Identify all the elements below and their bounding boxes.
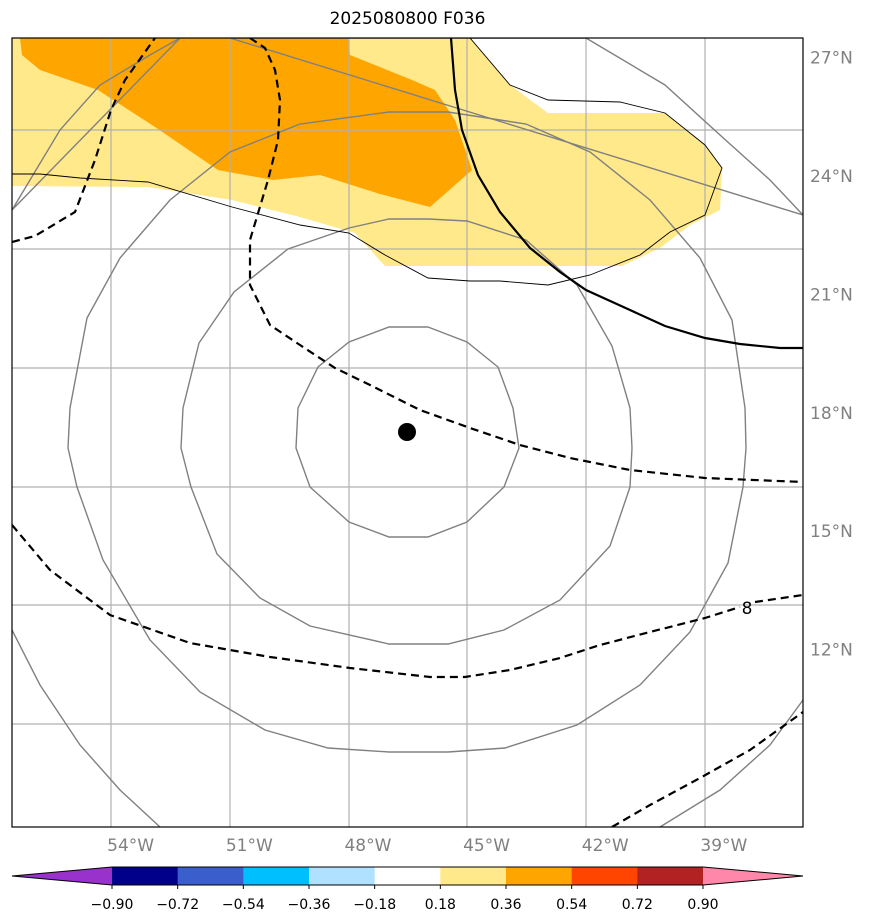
dashed-contour-southeast <box>611 711 803 827</box>
range-ring-4-south <box>12 629 161 827</box>
range-ring-4 <box>229 38 803 216</box>
longitude-tick-label: 51°W <box>226 836 273 856</box>
colorbar-label: −0.90 <box>91 897 134 913</box>
dashed-contours <box>12 38 803 827</box>
colorbar-segment <box>177 867 244 885</box>
colorbar-label: −0.18 <box>353 897 396 913</box>
colorbar-segment <box>440 867 507 885</box>
dashed-contour-loop <box>248 38 803 484</box>
colorbar-label: 0.18 <box>425 897 456 913</box>
colorbar-segment <box>637 867 704 885</box>
storm-center-marker <box>398 423 416 441</box>
range-ring-4-west <box>12 38 181 211</box>
graticule <box>12 38 803 827</box>
colorbar-segment <box>243 867 310 885</box>
colorbar-extend-high <box>703 867 803 885</box>
range-ring-4-southeast <box>659 699 803 827</box>
shading-dark-region <box>20 38 472 207</box>
map-frame <box>11 37 804 828</box>
colorbar-label: −0.54 <box>222 897 265 913</box>
boundary-line <box>12 38 723 286</box>
latitude-tick-label: 12°N <box>810 640 853 660</box>
colorbar-label: −0.72 <box>156 897 199 913</box>
solid-contour <box>449 38 803 350</box>
colorbar-segment <box>374 867 441 885</box>
colorbar-label: −0.36 <box>288 897 331 913</box>
latitude-tick-label: 15°N <box>810 522 853 542</box>
latitude-labels: 12°N 15°N 18°N 21°N 24°N 27°N <box>810 49 853 661</box>
longitude-tick-label: 45°W <box>463 836 510 856</box>
colorbar-label: 0.36 <box>490 897 521 913</box>
colorbar-segment <box>506 867 573 885</box>
colorbar-segment <box>309 867 376 885</box>
map-plot-area <box>12 38 803 827</box>
contour-label: 8 <box>742 599 753 619</box>
longitude-tick-label: 42°W <box>582 836 629 856</box>
latitude-tick-label: 24°N <box>810 167 853 187</box>
colorbar-segment <box>571 867 638 885</box>
range-ring-1 <box>295 326 520 538</box>
latitude-tick-label: 18°N <box>810 404 853 424</box>
colorbar-label: 0.54 <box>556 897 587 913</box>
longitude-tick-label: 48°W <box>344 836 391 856</box>
latitude-tick-label: 27°N <box>810 49 853 69</box>
longitude-tick-label: 54°W <box>107 836 154 856</box>
dashed-contour-west <box>12 38 156 244</box>
colorbar-segment <box>112 867 179 885</box>
colorbar-label: 0.72 <box>622 897 653 913</box>
latitude-tick-label: 21°N <box>810 285 853 305</box>
map-title: 2025080800 F036 <box>329 9 486 29</box>
range-ring-3 <box>67 111 747 753</box>
dashed-contour-south <box>12 524 803 679</box>
colorbar: −0.90 −0.72 −0.54 −0.36 −0.18 0.18 0.36 0.54 0.7… <box>11 866 804 913</box>
colorbar-label: 0.90 <box>687 897 718 913</box>
longitude-labels: 54°W 51°W 48°W 45°W 42°W 39°W <box>107 836 747 856</box>
range-ring-2 <box>180 218 633 645</box>
longitude-tick-label: 39°W <box>700 836 747 856</box>
range-rings <box>12 38 803 827</box>
colorbar-extend-low <box>12 867 112 885</box>
